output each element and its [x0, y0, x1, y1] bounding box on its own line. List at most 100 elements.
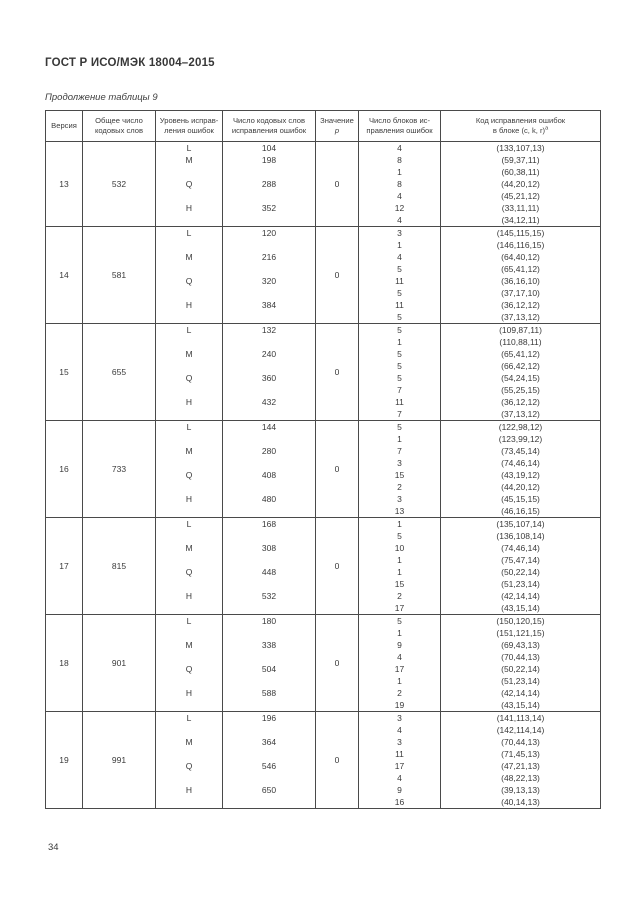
ec-level-cell: M [155, 542, 223, 566]
header-line-2: в блоке (c, k, r)а [442, 126, 600, 136]
version-cell: 13 [45, 141, 83, 227]
block-code-cell: (40,14,13) [440, 796, 601, 809]
header-line-1: Уровень исправ- [159, 115, 219, 125]
block-count-cell: 4 [358, 190, 441, 202]
table-row: 2 (44,20,12) [46, 481, 601, 493]
ec-level-cell: Q [155, 178, 223, 202]
table-header: Версия Общее число кодовых слов Уровень исп… [45, 110, 601, 142]
ec-level-cell: H [155, 784, 223, 809]
block-code-cell: (55,25,15) [440, 384, 601, 396]
table-row: 3 (74,46,14) [46, 457, 601, 469]
version-block-19: 19 991 L 196 0 3 (141,113,14) 4 (142,114,14) M 364… [45, 711, 601, 809]
header-line-2-text: ления ошибок [164, 126, 214, 135]
block-count-cell: 7 [358, 408, 441, 421]
block-code-cell: (71,45,13) [440, 748, 601, 760]
ec-level-cell: H [155, 493, 223, 518]
block-count-cell: 19 [358, 699, 441, 712]
table-row: Q 408 15 (43,19,12) [46, 469, 601, 493]
block-count-cell: 7 [358, 384, 441, 396]
table-row: 18 901 L 180 0 5 (150,120,15) [45, 614, 601, 712]
version-block-17: 17 815 L 168 0 1 (135,107,14) 5 (136,108,14) M 308… [45, 517, 601, 615]
ec-codewords-cell: 504 [222, 663, 316, 687]
table-header-row: Версия Общее число кодовых слов Уровень исп… [45, 110, 601, 142]
block-count-cell: 4 [358, 214, 441, 227]
table-row: H 432 11 (36,12,12) [46, 396, 601, 421]
block-count-cell: 5 [358, 263, 441, 275]
block-count-cell: 7 [358, 445, 441, 457]
ec-level-cell: Q [155, 469, 223, 493]
block-count-cell: 11 [358, 275, 441, 287]
table-row: 1 (60,38,11) [46, 166, 601, 178]
block-code-cell: (44,20,12) [440, 178, 601, 190]
table-row: H 650 9 (39,13,13) [46, 784, 601, 809]
header-line-1: Число кодовых слов [232, 115, 306, 125]
block-code-cell: (36,12,12) [440, 396, 601, 408]
page-number: 34 [48, 842, 59, 853]
table-caption: Продолжение таблицы 9 [45, 92, 158, 103]
table-row: Q 360 5 (54,24,15) [46, 372, 601, 396]
block-code-cell: (43,15,14) [440, 699, 601, 712]
header-line-1: Значение [320, 115, 354, 125]
header-line-2: ления ошибок [157, 126, 222, 136]
ec-codewords-cell: 480 [222, 493, 316, 518]
p-value-cell: 0 [315, 711, 359, 809]
ec-level-cell: H [155, 687, 223, 712]
table-row: 13 (46,16,15) [46, 505, 601, 518]
ec-level-cell: M [155, 639, 223, 663]
block-count-cell: 15 [358, 469, 441, 481]
ec-codewords-cell: 320 [222, 275, 316, 299]
block-code-cell: (43,15,14) [440, 602, 601, 615]
p-value-cell: 0 [315, 323, 359, 421]
block-count-cell: 5 [358, 323, 441, 336]
block-code-cell: (146,116,15) [440, 239, 601, 251]
table-row: 15 (51,23,14) [46, 578, 601, 590]
block-code-cell: (59,37,11) [440, 154, 601, 166]
table-row: 4 (70,44,13) [46, 651, 601, 663]
total-codewords-cell: 901 [82, 614, 156, 712]
table-row: 4 (34,12,11) [46, 214, 601, 227]
block-count-cell: 4 [358, 651, 441, 663]
standard-title: ГОСТ Р ИСО/МЭК 18004–2015 [45, 57, 215, 69]
block-count-cell: 15 [358, 578, 441, 590]
block-code-cell: (65,41,12) [440, 348, 601, 360]
block-count-cell: 1 [358, 239, 441, 251]
table-row: H 480 3 (45,15,15) [46, 493, 601, 518]
total-codewords-cell: 991 [82, 711, 156, 809]
header-line-2: p [317, 126, 358, 136]
table-row: M 240 5 (65,41,12) [46, 348, 601, 372]
header-line-2-text: кодовых слов [94, 126, 144, 135]
block-code-cell: (69,43,13) [440, 639, 601, 651]
block-code-cell: (150,120,15) [440, 614, 601, 627]
block-count-cell: 11 [358, 396, 441, 408]
table-row: 19 (43,15,14) [46, 699, 601, 712]
table-row: Q 504 17 (50,22,14) [46, 663, 601, 687]
ec-codewords-cell: 408 [222, 469, 316, 493]
block-code-cell: (45,21,12) [440, 190, 601, 202]
header-line-1: Код исправления ошибок [475, 115, 566, 125]
block-count-cell: 5 [358, 348, 441, 360]
block-code-cell: (75,47,14) [440, 554, 601, 566]
block-count-cell: 11 [358, 299, 441, 311]
block-count-cell: 5 [358, 420, 441, 433]
ec-codewords-cell: 198 [222, 154, 316, 178]
version-block-15: 15 655 L 132 0 5 (109,87,11) 1 (110,88,11) M 240 5(… [45, 323, 601, 421]
ec-level-cell: Q [155, 566, 223, 590]
table-row: M 338 9 (69,43,13) [46, 639, 601, 663]
block-code-cell: (135,107,14) [440, 517, 601, 530]
block-count-cell: 4 [358, 251, 441, 263]
block-code-cell: (43,19,12) [440, 469, 601, 481]
block-count-cell: 4 [358, 724, 441, 736]
block-count-cell: 17 [358, 602, 441, 615]
ec-level-cell: M [155, 348, 223, 372]
ec-codewords-cell: 104 [222, 141, 316, 154]
column-header-version: Версия [45, 110, 83, 142]
ec-level-cell: M [155, 251, 223, 275]
block-code-cell: (145,115,15) [440, 226, 601, 239]
ec-level-cell: H [155, 396, 223, 421]
block-code-cell: (74,46,14) [440, 457, 601, 469]
block-count-cell: 1 [358, 166, 441, 178]
block-count-cell: 5 [358, 311, 441, 324]
column-header-ec-codewords: Число кодовых слов исправления ошибок [222, 110, 316, 142]
block-code-cell: (45,15,15) [440, 493, 601, 505]
